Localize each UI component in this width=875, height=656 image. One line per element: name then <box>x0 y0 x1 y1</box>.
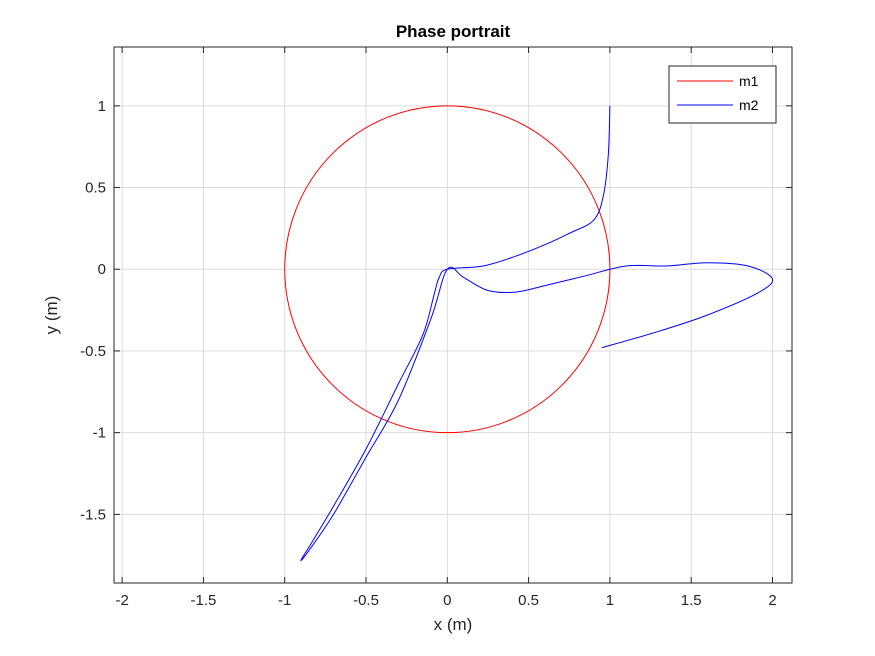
axes-box <box>113 46 793 584</box>
x-tick-label: 1 <box>606 592 614 609</box>
y-tick-label: -1 <box>93 425 106 442</box>
x-tick-label: -2 <box>115 592 128 609</box>
legend-label-m1: m1 <box>739 73 759 89</box>
series-m2-line <box>300 105 774 562</box>
x-tick-label: -0.5 <box>353 592 379 609</box>
x-axis-label: x (m) <box>434 615 473 634</box>
x-tick-label: -1 <box>278 592 291 609</box>
y-tick-label: -0.5 <box>80 343 106 360</box>
grid <box>114 47 792 583</box>
legend: m1 m2 <box>668 65 777 124</box>
x-tick-label: 2 <box>768 592 776 609</box>
y-tick-label: -1.5 <box>80 506 106 523</box>
series-layer <box>284 105 774 562</box>
x-tick-label: 1.5 <box>681 592 702 609</box>
plot-area <box>284 105 774 562</box>
x-tick-label: -1.5 <box>190 592 216 609</box>
legend-label-m2: m2 <box>739 97 759 113</box>
ticks: -2 -1.5 -1 -0.5 0 0.5 1 1.5 2 -1.5 -1 -0.5 0 0.5 1 <box>80 47 792 609</box>
x-tick-label: 0.5 <box>518 592 539 609</box>
y-axis-label: y (m) <box>42 296 61 335</box>
legend-box <box>668 65 777 124</box>
y-tick-label: 1 <box>98 98 106 115</box>
y-tick-label: 0 <box>98 261 106 278</box>
chart-title: Phase portrait <box>396 22 511 41</box>
y-tick-label: 0.5 <box>85 180 106 197</box>
x-tick-label: 0 <box>443 592 451 609</box>
